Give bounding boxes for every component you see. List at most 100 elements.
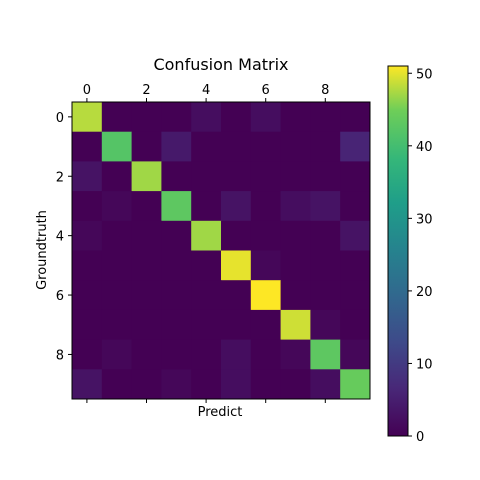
y-tick-label: 8 — [56, 348, 64, 363]
heatmap-cell — [101, 191, 132, 222]
y-axis-label: Groundtruth — [35, 210, 50, 290]
heatmap-cell — [161, 309, 192, 340]
y-tick-label: 6 — [56, 289, 64, 304]
heatmap-cell — [310, 339, 341, 370]
heatmap-cell — [250, 102, 281, 133]
heatmap-cell — [161, 161, 192, 192]
colorbar — [387, 65, 409, 437]
heatmap-cell — [250, 309, 281, 340]
heatmap-cell — [191, 161, 222, 192]
heatmap-cell — [161, 339, 192, 370]
heatmap-cell — [221, 250, 252, 281]
heatmap-cell — [310, 161, 341, 192]
heatmap-cell — [250, 220, 281, 251]
heatmap-cell — [161, 280, 192, 311]
heatmap-cell — [221, 131, 252, 162]
heatmap-cell — [340, 309, 371, 340]
colorbar-tick-label: 30 — [416, 212, 433, 227]
colorbar-tick-label: 40 — [416, 140, 433, 155]
heatmap-cell — [131, 161, 162, 192]
heatmap-cell — [161, 131, 192, 162]
y-tick-label: 2 — [56, 170, 64, 185]
heatmap-cell — [340, 102, 371, 133]
heatmap-cell — [340, 131, 371, 162]
x-axis-top: 0 2 4 6 8 — [83, 83, 329, 102]
heatmap-cell — [340, 369, 371, 400]
heatmap-cell — [280, 280, 311, 311]
heatmap-cell — [280, 220, 311, 251]
plot-frame — [71, 101, 371, 400]
heatmap-cell — [280, 309, 311, 340]
heatmap-cell — [280, 161, 311, 192]
heatmap-cell — [101, 220, 132, 251]
x-tick-label: 4 — [202, 83, 210, 98]
heatmap-cell — [161, 191, 192, 222]
heatmap-cell — [340, 339, 371, 370]
heatmap-cell — [221, 220, 252, 251]
y-axis: 0 2 4 6 8 — [56, 111, 72, 363]
heatmap-cell — [310, 220, 341, 251]
heatmap-cell — [310, 250, 341, 281]
heatmap-cell — [191, 369, 222, 400]
heatmap-cell — [221, 191, 252, 222]
heatmap-cell — [131, 220, 162, 251]
heatmap-cell — [221, 339, 252, 370]
heatmap-cell — [250, 131, 281, 162]
heatmap-cell — [250, 191, 281, 222]
heatmap-cell — [280, 131, 311, 162]
heatmap-cell — [250, 339, 281, 370]
heatmap-cell — [72, 220, 103, 251]
heatmap-cell — [250, 250, 281, 281]
heatmap-cell — [250, 369, 281, 400]
heatmap-cell — [340, 220, 371, 251]
heatmap-cell — [310, 309, 341, 340]
colorbar-tick-label: 0 — [416, 430, 424, 445]
heatmap-cell — [131, 191, 162, 222]
heatmap-cell — [191, 309, 222, 340]
heatmap-cell — [340, 191, 371, 222]
heatmap-cell — [221, 102, 252, 133]
x-axis-bottom — [86, 399, 326, 403]
heatmap-cell — [310, 131, 341, 162]
heatmap-cell — [340, 280, 371, 311]
heatmap-cell — [191, 250, 222, 281]
heatmap-cell — [191, 131, 222, 162]
heatmap-cell — [250, 161, 281, 192]
x-tick-label: 8 — [321, 83, 329, 98]
heatmap-cell — [191, 191, 222, 222]
heatmap-cell — [310, 191, 341, 222]
heatmap-cell — [72, 339, 103, 370]
heatmap-cell — [161, 369, 192, 400]
heatmap-cell — [191, 280, 222, 311]
colorbar-axis: 0 10 20 30 40 50 — [408, 67, 433, 445]
heatmap-cell — [221, 369, 252, 400]
x-tick-label: 6 — [262, 83, 270, 98]
heatmap-cell — [221, 309, 252, 340]
colorbar-tick-label: 20 — [416, 285, 433, 300]
heatmap-cell — [101, 250, 132, 281]
heatmap-cell — [161, 220, 192, 251]
heatmap-cell — [72, 250, 103, 281]
heatmap-cell — [101, 369, 132, 400]
heatmap-cell — [131, 309, 162, 340]
colorbar-tick-label: 50 — [416, 67, 433, 82]
heatmap-cell — [131, 280, 162, 311]
heatmap-cell — [340, 161, 371, 192]
heatmap-cell — [191, 102, 222, 133]
heatmap-cell — [310, 102, 341, 133]
heatmap-cell — [101, 131, 132, 162]
heatmap-cell — [72, 191, 103, 222]
heatmap-cell — [72, 102, 103, 133]
heatmap-cell — [280, 250, 311, 281]
heatmap-cell — [340, 250, 371, 281]
heatmap-cell — [280, 339, 311, 370]
heatmap-cell — [101, 102, 132, 133]
heatmap-cell — [280, 369, 311, 400]
heatmap-cell — [131, 339, 162, 370]
colorbar-tick-label: 10 — [416, 357, 433, 372]
heatmap-cell — [131, 369, 162, 400]
heatmap-cell — [280, 102, 311, 133]
heatmap-cell — [131, 250, 162, 281]
heatmap-cell — [72, 280, 103, 311]
